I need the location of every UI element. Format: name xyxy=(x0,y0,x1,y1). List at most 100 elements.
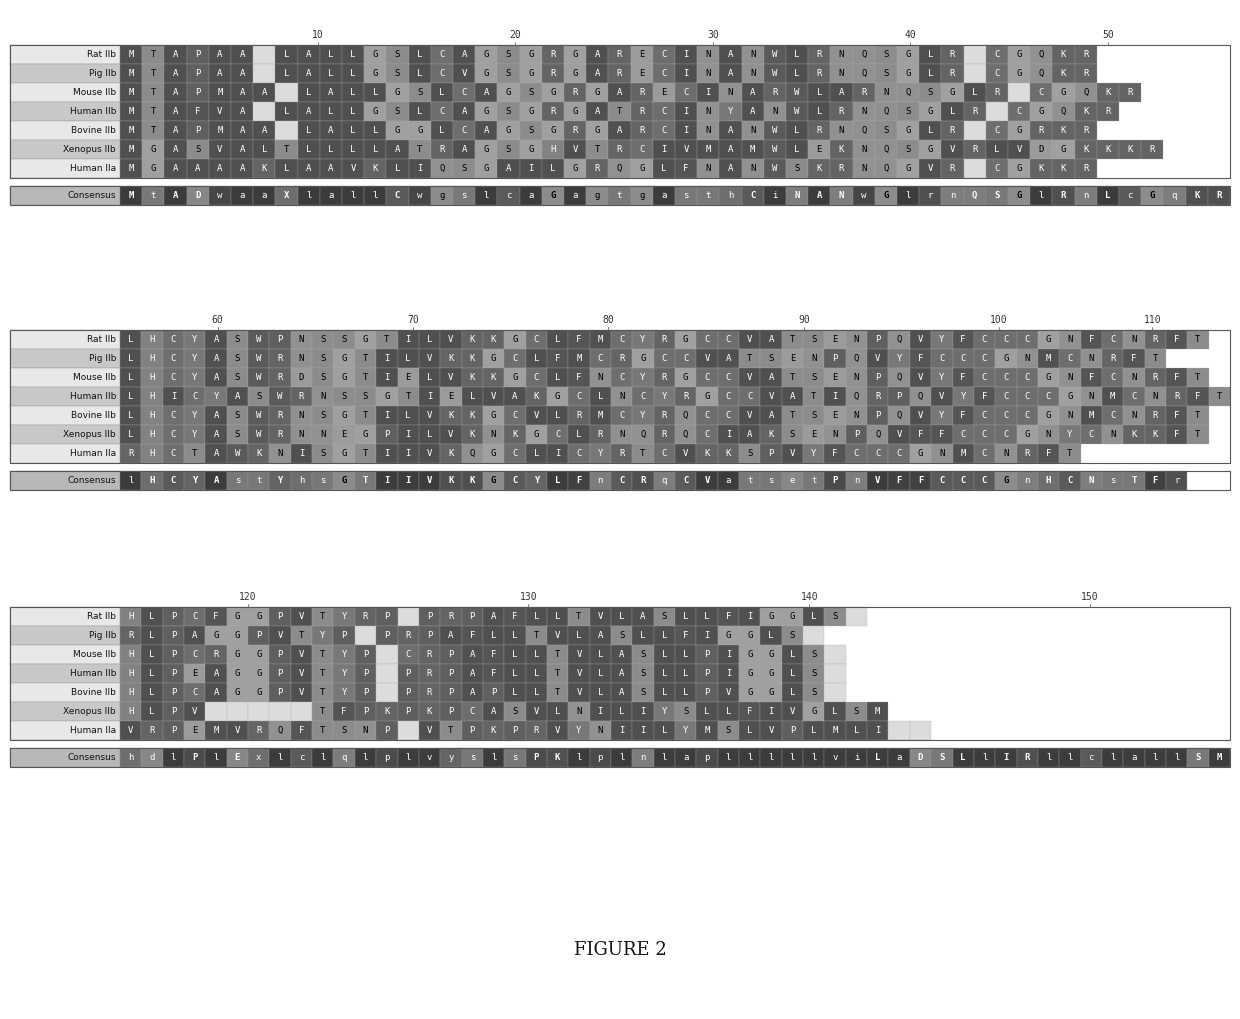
Bar xyxy=(831,102,853,121)
Text: V: V xyxy=(217,107,223,116)
Text: l: l xyxy=(363,753,368,762)
Bar xyxy=(564,159,587,178)
Text: Q: Q xyxy=(854,354,859,363)
Bar xyxy=(764,140,786,159)
Bar xyxy=(141,721,162,740)
Bar xyxy=(867,471,889,490)
Text: C: C xyxy=(683,354,688,363)
Bar xyxy=(206,748,227,767)
Text: 10: 10 xyxy=(311,30,324,40)
Text: V: V xyxy=(918,335,923,344)
Text: G: G xyxy=(384,392,389,401)
Bar xyxy=(398,683,419,702)
Text: G: G xyxy=(683,373,688,382)
Bar xyxy=(275,121,298,140)
Text: V: V xyxy=(427,476,433,485)
Bar xyxy=(165,121,186,140)
Text: K: K xyxy=(1127,145,1133,154)
Bar xyxy=(290,626,312,645)
Bar xyxy=(931,471,952,490)
Text: G: G xyxy=(595,126,600,135)
Bar xyxy=(910,721,931,740)
Bar xyxy=(952,387,973,406)
Bar xyxy=(342,64,365,83)
Text: C: C xyxy=(171,476,176,485)
Text: G: G xyxy=(506,88,511,97)
Bar xyxy=(520,83,542,102)
Text: L: L xyxy=(284,69,289,78)
Bar xyxy=(334,607,355,626)
Text: L: L xyxy=(306,145,311,154)
Text: L: L xyxy=(875,753,880,762)
Bar xyxy=(184,330,206,348)
Text: A: A xyxy=(484,126,489,135)
Text: K: K xyxy=(1131,430,1137,439)
Bar xyxy=(298,140,320,159)
Bar xyxy=(10,140,120,159)
Bar xyxy=(334,626,355,645)
Bar xyxy=(419,683,440,702)
Text: l: l xyxy=(1153,753,1158,762)
Bar xyxy=(290,664,312,683)
Text: s: s xyxy=(320,476,325,485)
Text: Y: Y xyxy=(662,392,667,401)
Text: T: T xyxy=(595,145,600,154)
Bar xyxy=(120,64,143,83)
Bar xyxy=(312,444,334,463)
Text: K: K xyxy=(470,411,475,420)
Text: N: N xyxy=(795,191,800,200)
Text: L: L xyxy=(329,50,334,59)
Text: A: A xyxy=(306,164,311,173)
Bar xyxy=(589,748,611,767)
Bar xyxy=(398,721,419,740)
Bar xyxy=(742,83,764,102)
Bar xyxy=(526,721,547,740)
Text: Y: Y xyxy=(640,335,646,344)
Bar xyxy=(419,368,440,387)
Bar xyxy=(1209,387,1230,406)
Bar xyxy=(342,159,365,178)
Text: L: L xyxy=(683,669,688,678)
Bar xyxy=(919,83,941,102)
Bar xyxy=(825,444,846,463)
Bar xyxy=(440,664,461,683)
Bar xyxy=(931,330,952,348)
Bar xyxy=(718,330,739,348)
Text: W: W xyxy=(257,373,262,382)
Text: S: S xyxy=(506,107,511,116)
Text: A: A xyxy=(616,126,622,135)
Text: Q: Q xyxy=(897,373,901,382)
Text: R: R xyxy=(1153,373,1158,382)
Bar xyxy=(804,683,825,702)
Text: N: N xyxy=(854,411,859,420)
Bar xyxy=(547,368,568,387)
Text: M: M xyxy=(706,145,711,154)
Text: A: A xyxy=(172,69,179,78)
Text: V: V xyxy=(427,726,433,735)
Text: I: I xyxy=(384,411,389,420)
Bar xyxy=(564,83,587,102)
Text: C: C xyxy=(192,688,197,697)
Text: S: S xyxy=(795,164,800,173)
Bar xyxy=(631,186,652,205)
Text: l: l xyxy=(1045,753,1052,762)
Text: T: T xyxy=(320,669,325,678)
Bar xyxy=(312,664,334,683)
Text: C: C xyxy=(683,88,688,97)
Bar xyxy=(440,471,461,490)
Text: T: T xyxy=(1131,476,1137,485)
Text: Q: Q xyxy=(918,392,923,401)
Text: Y: Y xyxy=(278,476,283,485)
Text: R: R xyxy=(128,449,134,458)
Bar xyxy=(10,83,120,102)
Text: A: A xyxy=(506,164,511,173)
Text: M: M xyxy=(598,411,603,420)
Text: G: G xyxy=(769,650,774,659)
Text: W: W xyxy=(795,107,800,116)
Text: a: a xyxy=(897,753,901,762)
Text: G: G xyxy=(1017,164,1022,173)
Bar xyxy=(568,387,589,406)
Text: L: L xyxy=(598,650,603,659)
Text: G: G xyxy=(573,107,578,116)
Bar xyxy=(162,444,184,463)
